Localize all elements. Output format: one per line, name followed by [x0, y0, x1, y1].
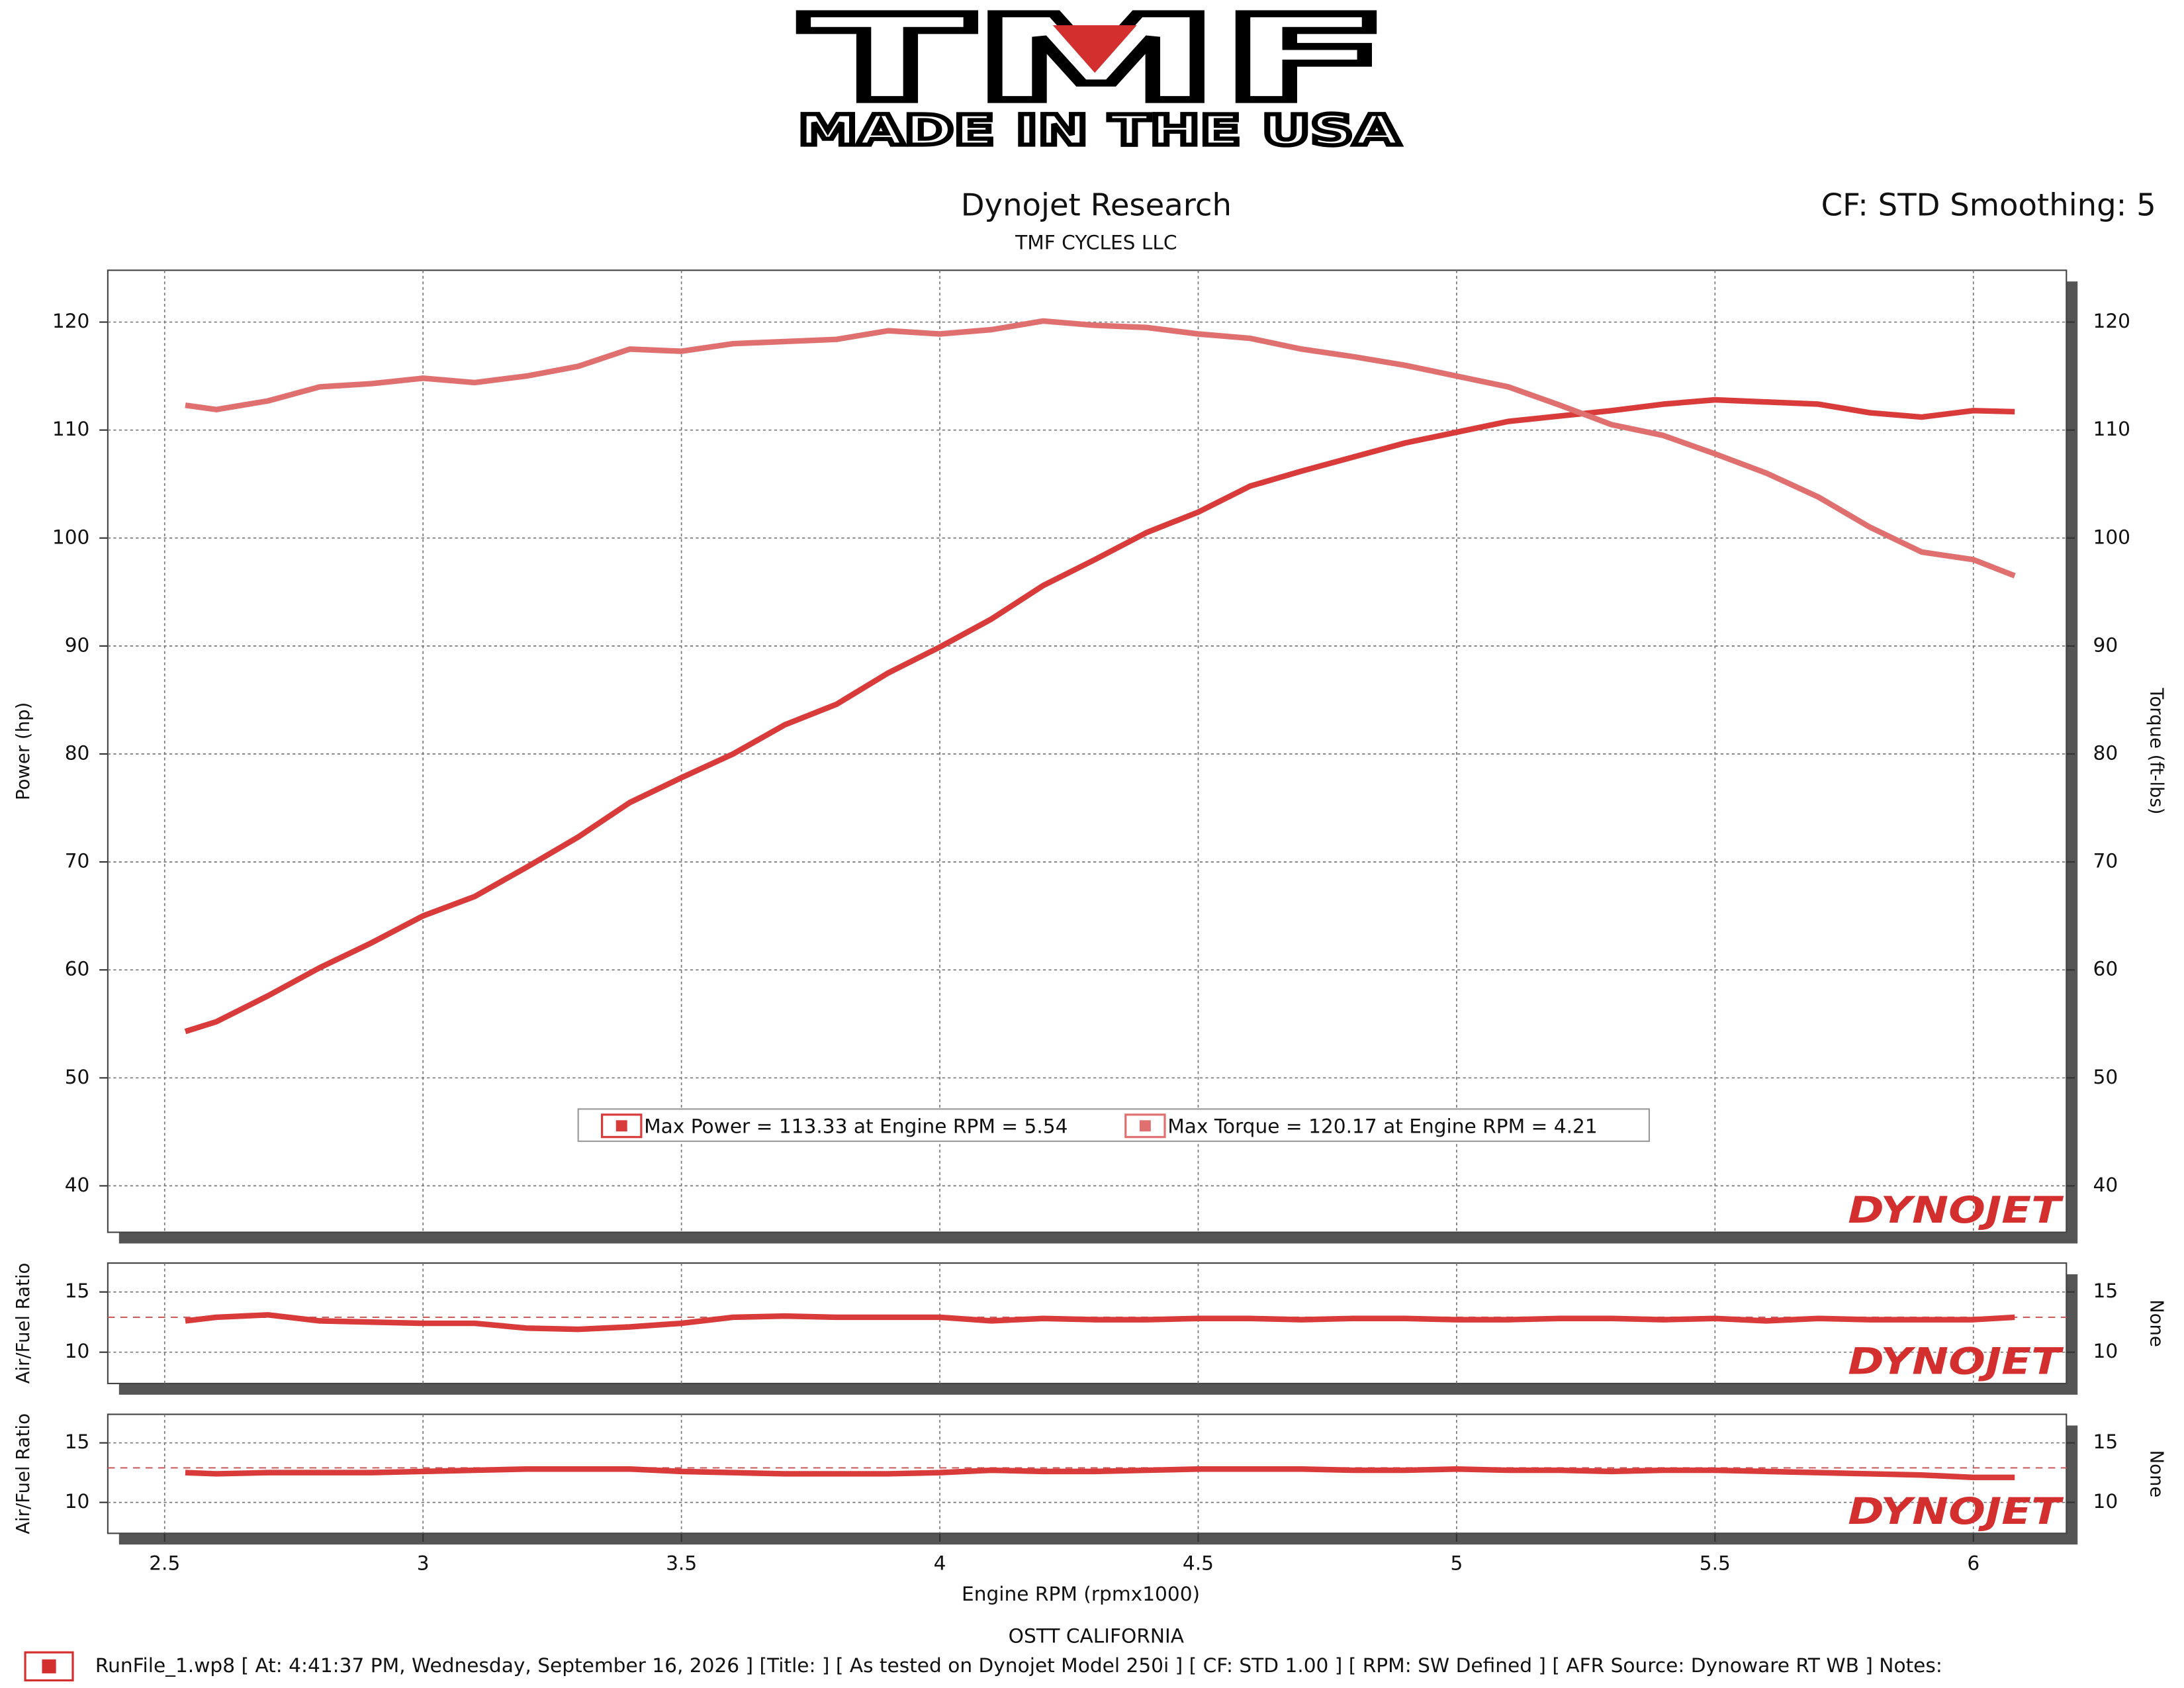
y-tick-label: 60 — [65, 958, 90, 980]
x-tick-label: 4 — [934, 1552, 946, 1574]
y2-axis-label: Torque (ft-lbs) — [2146, 687, 2167, 814]
legend-label: Max Torque = 120.17 at Engine RPM = 4.21 — [1167, 1115, 1597, 1137]
y2-tick-label: 80 — [2093, 741, 2118, 764]
y2-tick-label: 10 — [2093, 1340, 2118, 1362]
chart-subtitle: TMF CYCLES LLC — [1015, 232, 1177, 254]
y-tick-label: 40 — [65, 1174, 90, 1196]
y2-axis-label: None — [2146, 1299, 2167, 1347]
legend-label: Max Power = 113.33 at Engine RPM = 5.54 — [644, 1115, 1068, 1137]
legend-swatch-fill — [1139, 1120, 1151, 1132]
footer-run-info: RunFile_1.wp8 [ At: 4:41:37 PM, Wednesda… — [95, 1654, 1942, 1677]
y2-tick-label: 15 — [2093, 1430, 2118, 1453]
data-line — [185, 1312, 2015, 1333]
y2-tick-label: 110 — [2093, 418, 2131, 440]
y-tick-label: 10 — [65, 1490, 90, 1513]
x-axis-label: Engine RPM (rpmx1000) — [962, 1583, 1200, 1605]
y-axis-label: Power (hp) — [13, 702, 34, 800]
y2-tick-label: 15 — [2093, 1280, 2118, 1302]
y-axis-label: Air/Fuel Ratio — [13, 1263, 34, 1384]
y2-axis-label: None — [2146, 1450, 2167, 1498]
x-tick-label: 3.5 — [666, 1552, 697, 1574]
y-tick-label: 15 — [65, 1280, 90, 1302]
watermark: DYNOJET — [1848, 1189, 2064, 1231]
plot-area — [107, 269, 2068, 1233]
x-tick-label: 5.5 — [1700, 1552, 1731, 1574]
y2-tick-label: 70 — [2093, 850, 2118, 872]
y-axis-label: Air/Fuel Ratio — [13, 1413, 34, 1534]
x-tick-label: 5 — [1450, 1552, 1463, 1574]
footer-location: OSTT CALIFORNIA — [1009, 1624, 1185, 1647]
x-tick-label: 4.5 — [1183, 1552, 1214, 1574]
y-tick-label: 80 — [65, 741, 90, 764]
legend-box — [577, 1108, 1650, 1143]
data-line — [185, 1466, 2015, 1481]
y-tick-label: 110 — [52, 418, 90, 440]
data-line — [184, 397, 2015, 1035]
watermark: DYNOJET — [1848, 1490, 2064, 1532]
y-tick-label: 10 — [65, 1340, 90, 1362]
run-swatch-fill — [42, 1659, 56, 1673]
y-tick-label: 120 — [52, 310, 90, 332]
logo-tagline: MADE IN THE USA — [798, 106, 1400, 155]
legend-swatch-fill — [615, 1120, 627, 1132]
data-line — [185, 318, 2016, 579]
y2-tick-label: 60 — [2093, 958, 2118, 980]
chart-title: Dynojet Research — [961, 187, 1232, 223]
y2-tick-label: 120 — [2093, 310, 2131, 332]
y-tick-label: 90 — [65, 633, 90, 656]
y-tick-label: 100 — [52, 526, 90, 548]
x-tick-label: 2.5 — [149, 1552, 180, 1574]
y2-tick-label: 10 — [2093, 1490, 2118, 1513]
logo-triangle — [1052, 25, 1137, 73]
y-tick-label: 70 — [65, 850, 90, 872]
y-tick-label: 50 — [65, 1066, 90, 1088]
watermark: DYNOJET — [1848, 1340, 2064, 1383]
y-tick-label: 15 — [65, 1430, 90, 1453]
settings-annotation: CF: STD Smoothing: 5 — [1821, 187, 2156, 223]
y2-tick-label: 40 — [2093, 1174, 2118, 1196]
y2-tick-label: 90 — [2093, 633, 2118, 656]
x-tick-label: 6 — [1967, 1552, 1979, 1574]
logo: TMF MADE IN THE USA — [796, 0, 1402, 157]
x-tick-label: 3 — [417, 1552, 430, 1574]
y2-tick-label: 50 — [2093, 1066, 2118, 1088]
y2-tick-label: 100 — [2093, 526, 2131, 548]
